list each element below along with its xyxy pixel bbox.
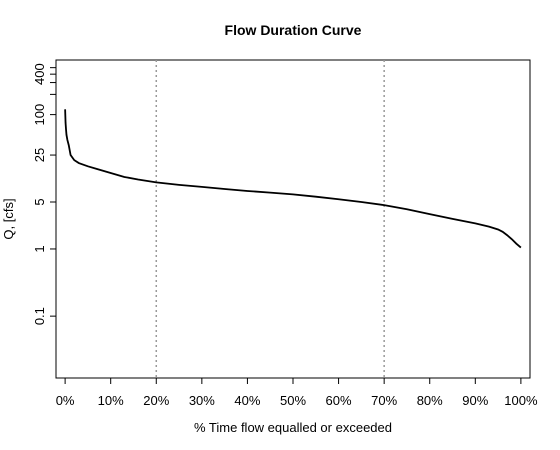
y-tick-label: 5 bbox=[32, 198, 47, 205]
y-tick-label: 0.1 bbox=[32, 307, 47, 325]
reference-lines bbox=[155, 60, 385, 378]
x-tick-label: 90% bbox=[462, 393, 488, 408]
y-tick-label: 25 bbox=[32, 148, 47, 162]
x-axis: 0% 10% 20% 30% 40% 50% 60% 70% 80% 90% 100% bbox=[56, 378, 538, 408]
x-tick-label: 70% bbox=[371, 393, 397, 408]
y-axis-label: Q, [cfs] bbox=[1, 198, 16, 239]
y-tick-label: 1 bbox=[32, 245, 47, 252]
x-tick-label: 0% bbox=[56, 393, 75, 408]
x-tick-label: 80% bbox=[417, 393, 443, 408]
flow-duration-line bbox=[64, 109, 522, 249]
x-tick-label: 40% bbox=[234, 393, 260, 408]
y-axis: 0.1 1 5 25 100 400 bbox=[32, 63, 56, 325]
x-tick-label: 100% bbox=[504, 393, 538, 408]
plot-frame bbox=[55, 59, 531, 379]
chart-title: Flow Duration Curve bbox=[225, 22, 362, 38]
y-tick-label: 100 bbox=[32, 104, 47, 126]
x-axis-label: % Time flow equalled or exceeded bbox=[194, 420, 392, 435]
x-tick-label: 60% bbox=[326, 393, 352, 408]
x-tick-label: 30% bbox=[189, 393, 215, 408]
x-tick-label: 50% bbox=[280, 393, 306, 408]
y-tick-label: 400 bbox=[32, 63, 47, 85]
x-tick-label: 10% bbox=[98, 393, 124, 408]
x-tick-label: 20% bbox=[143, 393, 169, 408]
